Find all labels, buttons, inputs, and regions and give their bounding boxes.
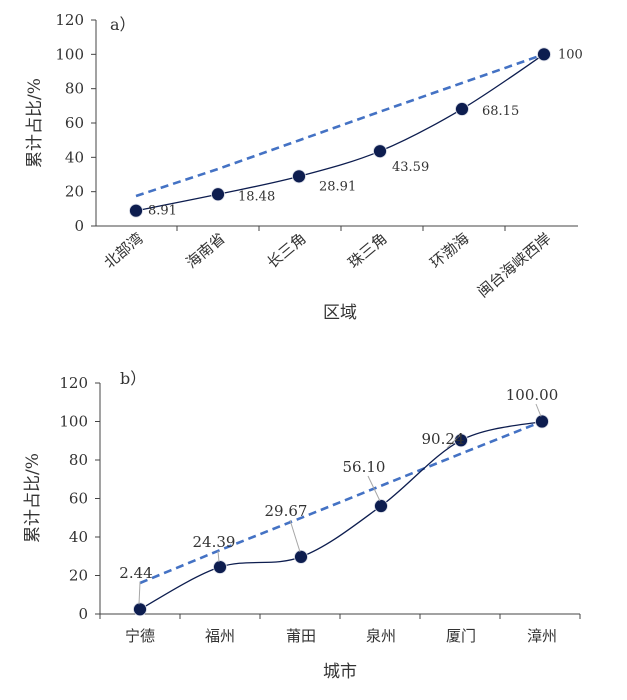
x-axis-title: 区域 — [323, 303, 357, 323]
data-label: 2.44 — [119, 564, 152, 582]
data-point — [537, 47, 551, 62]
data-point — [292, 169, 306, 184]
data-label: 29.67 — [265, 502, 308, 520]
y-tick-label: 60 — [65, 114, 84, 132]
data-label-leader — [535, 403, 542, 417]
y-tick-label: 60 — [69, 490, 88, 508]
x-category-label: 厦门 — [446, 627, 476, 645]
y-tick-label: 100 — [55, 45, 84, 63]
data-point — [211, 187, 225, 202]
data-point — [374, 499, 388, 513]
trend-dashed-line — [139, 420, 543, 585]
y-tick-label: 100 — [59, 413, 88, 431]
trend-dashed-line — [135, 53, 545, 198]
x-category-label: 海南省 — [183, 229, 229, 272]
x-category-label: 环渤海 — [427, 229, 473, 272]
y-tick-label: 0 — [74, 217, 84, 235]
y-tick-label: 80 — [69, 451, 88, 469]
y-tick-label: 40 — [65, 148, 84, 166]
y-tick-label: 0 — [78, 605, 88, 623]
panel-label: b） — [120, 369, 146, 388]
data-label-leader — [446, 434, 461, 449]
data-label-leader — [367, 475, 381, 502]
data-label: 28.91 — [319, 179, 356, 194]
data-label: 43.59 — [392, 160, 429, 175]
y-tick-label: 120 — [59, 374, 88, 392]
panel-label: a） — [110, 15, 136, 34]
y-axis-title: 累计占比/% — [25, 78, 45, 168]
x-category-label: 宁德 — [125, 627, 155, 645]
data-label: 90.24 — [422, 430, 465, 448]
data-label: 24.39 — [193, 533, 236, 551]
data-label-leader — [289, 519, 301, 553]
y-tick-label: 20 — [69, 567, 88, 585]
chart-panel-a: 0 20 40 60 80 100 120 北部湾 海南省 长三角 珠三角 环渤海 闽台海峡西岸 累计占比… — [25, 11, 583, 323]
y-axis-title: 累计占比/% — [23, 453, 43, 543]
data-label-leader — [138, 581, 141, 605]
x-category-label: 福州 — [205, 627, 235, 645]
x-axis-title: 城市 — [323, 662, 357, 682]
x-category-label: 长三角 — [264, 229, 310, 272]
x-category-label: 泉州 — [366, 627, 396, 645]
data-label: 56.10 — [343, 458, 386, 476]
data-point — [133, 602, 147, 617]
cumulative-line — [135, 53, 545, 212]
data-point — [213, 560, 227, 574]
data-label: 100.00 — [506, 386, 559, 404]
x-category-label: 北部湾 — [101, 229, 147, 272]
data-point — [373, 144, 387, 159]
y-tick-label: 20 — [65, 183, 84, 201]
data-point — [535, 414, 549, 429]
x-category-label: 闽台海峡西岸 — [474, 229, 555, 301]
data-label-leader — [217, 550, 220, 563]
data-label: 68.15 — [482, 104, 519, 119]
cumulative-line — [139, 420, 543, 610]
y-tick-label: 80 — [65, 80, 84, 98]
x-category-label: 珠三角 — [345, 229, 391, 272]
data-point — [294, 549, 308, 564]
y-tick-label: 40 — [69, 528, 88, 546]
data-point — [129, 203, 143, 218]
data-label: 100 — [558, 47, 583, 62]
x-category-label: 漳州 — [527, 627, 557, 645]
data-label: 18.48 — [238, 189, 275, 204]
data-label: 8.91 — [148, 204, 177, 219]
chart-panel-b: 0 20 40 60 80 100 120 宁德 福州 莆田 泉州 厦门 漳州 累计占比/% 城市 b） 2.4… — [23, 369, 581, 682]
y-tick-label: 120 — [55, 11, 84, 29]
data-point — [455, 102, 469, 116]
x-category-label: 莆田 — [286, 627, 316, 645]
